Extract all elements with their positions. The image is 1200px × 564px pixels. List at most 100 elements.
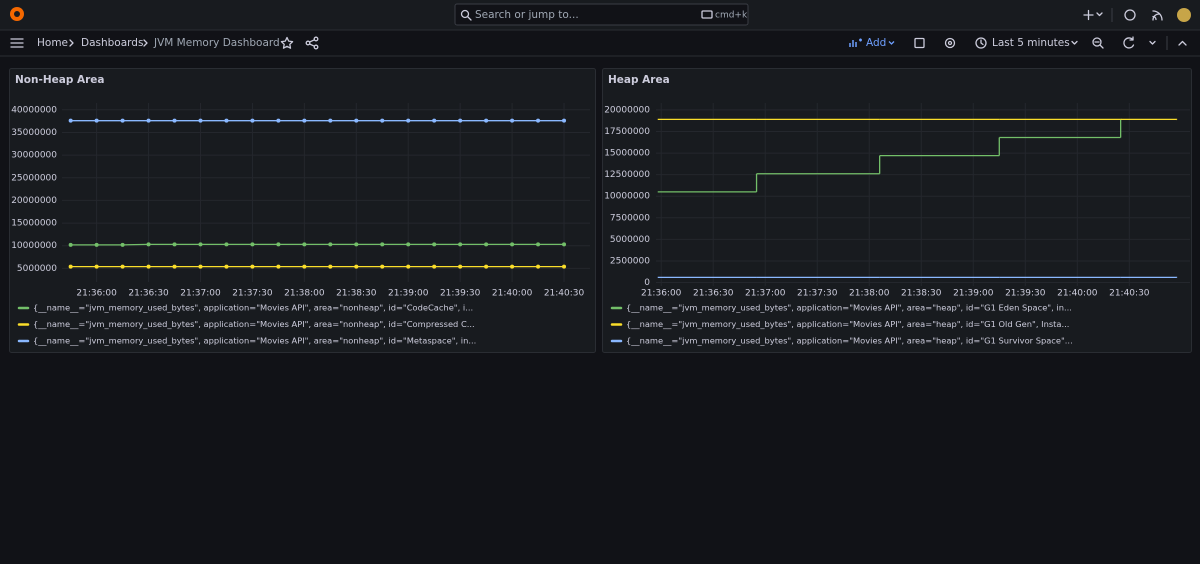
share-node [305,40,311,46]
data-point [250,118,255,123]
data-point [198,264,203,269]
data-point [510,264,515,269]
data-point [484,264,489,269]
y-tick-label: 7500000 [610,213,650,223]
data-point [406,242,411,247]
add-icon [849,38,862,47]
news-icon[interactable] [1152,10,1163,21]
y-tick-label: 2500000 [610,256,650,266]
data-point [354,242,359,247]
data-point [198,242,203,247]
y-tick-label: 35000000 [11,128,57,138]
data-point [562,118,567,123]
x-tick-label: 21:40:30 [544,289,585,299]
x-tick-label: 21:38:30 [901,289,942,299]
add-button[interactable]: Add [849,37,895,49]
legend-label[interactable]: {__name__="jvm_memory_used_bytes", appli… [626,319,1069,329]
search-icon-handle [467,16,472,21]
x-tick-label: 21:37:00 [180,289,221,299]
share-node [313,36,319,42]
data-point [68,118,73,123]
panel [9,68,596,353]
data-point [68,242,73,247]
breadcrumb-separator [143,39,148,47]
grafana-logo[interactable] [10,7,24,21]
new-button[interactable] [1083,9,1103,21]
legend-label[interactable]: {__name__="jvm_memory_used_bytes", appli… [33,336,476,346]
refresh-interval-chevron[interactable] [1149,40,1156,45]
y-tick-label: 15000000 [11,219,57,229]
y-tick-label: 5000000 [610,235,650,245]
search-box[interactable] [454,3,749,26]
breadcrumb-dashboards[interactable]: Dashboards [81,37,143,49]
x-tick-label: 21:37:00 [745,289,786,299]
data-point [120,242,125,247]
y-tick-label: 5000000 [17,264,57,274]
chevron [888,41,895,45]
share-node [313,44,319,50]
user-avatar[interactable] [1177,8,1191,22]
data-point [354,264,359,269]
data-point [536,264,541,269]
breadcrumb-separator [69,39,74,47]
logo-inner [14,11,20,17]
data-point [146,242,151,247]
data-point [302,264,307,269]
share-icon[interactable] [305,36,319,50]
collapse-icon[interactable] [1178,40,1187,46]
share-links [308,39,316,47]
x-tick-label: 21:38:30 [336,289,377,299]
data-point [172,242,177,247]
x-tick-label: 21:40:00 [492,289,533,299]
refresh-icon[interactable] [1123,36,1135,49]
settings-icon[interactable] [944,37,956,49]
data-point [510,118,515,123]
breadcrumb-home[interactable]: Home [37,37,68,49]
x-tick-label: 21:39:30 [1005,289,1046,299]
x-tick-label: 21:37:30 [232,289,273,299]
x-tick-label: 21:36:30 [128,289,169,299]
panel-title: Heap Area [608,74,670,86]
legend-label[interactable]: {__name__="jvm_memory_used_bytes", appli… [33,319,475,329]
save-icon[interactable] [914,37,925,49]
data-point [198,118,203,123]
x-tick-label: 21:40:30 [1109,289,1150,299]
legend-label[interactable]: {__name__="jvm_memory_used_bytes", appli… [626,336,1073,346]
x-tick-label: 21:39:00 [953,289,994,299]
x-tick-label: 21:38:00 [284,289,325,299]
x-tick-label: 21:36:30 [693,289,734,299]
data-point [250,264,255,269]
y-tick-label: 30000000 [11,151,57,161]
data-point [172,118,177,123]
zoom-out-icon[interactable] [1092,37,1102,47]
help-icon[interactable] [1124,9,1136,21]
star-icon[interactable] [280,36,294,49]
x-tick-label: 21:36:00 [76,289,117,299]
y-tick-label: 40000000 [11,105,57,115]
data-point [224,242,229,247]
data-point [94,264,99,269]
data-point [328,264,333,269]
data-point [302,242,307,247]
plus-icon [1083,9,1094,21]
charts: Non-Heap Area 5000000 10000000 15000000 2000… [11,74,1190,346]
clock-hands [980,39,984,46]
data-point [432,118,437,123]
x-tick-label: 21:39:00 [388,289,429,299]
data-point [94,242,99,247]
legend-label[interactable]: {__name__="jvm_memory_used_bytes", appli… [33,303,473,313]
legend-label[interactable]: {__name__="jvm_memory_used_bytes", appli… [626,303,1072,313]
menu-icon[interactable] [10,38,24,48]
chevron [1071,40,1078,45]
data-point [224,118,229,123]
y-tick-label: 20000000 [604,105,650,115]
y-tick-label: 25000000 [11,173,57,183]
data-point [380,242,385,247]
search-placeholder: Search or jump to... [475,9,579,21]
time-picker[interactable]: Last 5 minutes [975,37,1078,49]
data-point [510,242,515,247]
data-point [458,118,463,123]
data-point [120,118,125,123]
x-tick-label: 21:40:00 [1057,289,1098,299]
data-point [276,242,281,247]
